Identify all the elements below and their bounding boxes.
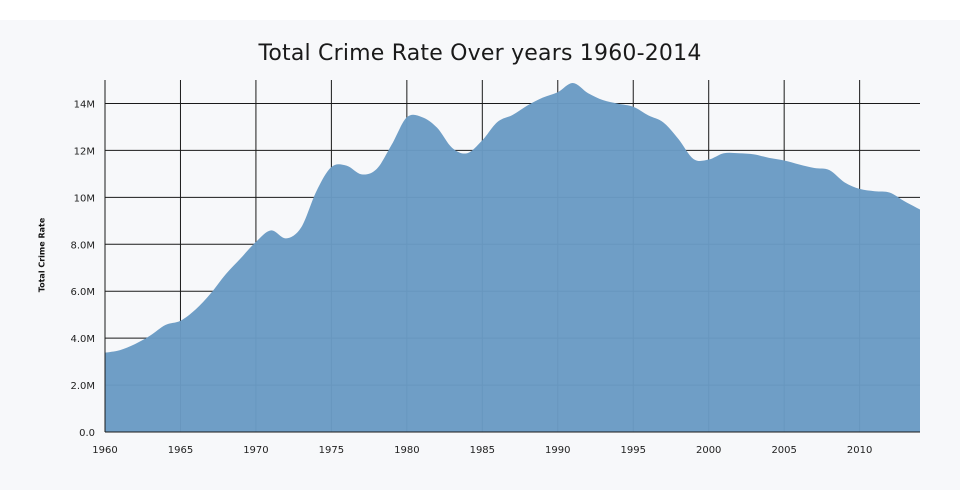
x-tick-label-1975: 1975 xyxy=(319,445,344,456)
x-tick-label-1960: 1960 xyxy=(92,445,117,456)
x-tick-label-1985: 1985 xyxy=(470,445,495,456)
x-tick-label-1965: 1965 xyxy=(168,445,193,456)
y-tick-label-6.0M: 6.0M xyxy=(70,287,95,298)
x-tick-label-2010: 2010 xyxy=(847,445,872,456)
y-tick-label-0.0: 0.0 xyxy=(79,428,95,439)
y-tick-label-14M: 14M xyxy=(74,99,95,110)
y-tick-label-8.0M: 8.0M xyxy=(70,240,95,251)
x-tick-label-1990: 1990 xyxy=(545,445,570,456)
x-tick-label-1995: 1995 xyxy=(621,445,646,456)
y-tick-label-12M: 12M xyxy=(74,146,95,157)
x-tick-label-2005: 2005 xyxy=(771,445,796,456)
y-tick-label-10M: 10M xyxy=(74,193,95,204)
x-tick-label-2000: 2000 xyxy=(696,445,721,456)
y-tick-label-4.0M: 4.0M xyxy=(70,334,95,345)
chart-title: Total Crime Rate Over years 1960-2014 xyxy=(258,41,702,66)
y-tick-label-2.0M: 2.0M xyxy=(70,381,95,392)
axes xyxy=(104,80,920,433)
area-series xyxy=(105,83,920,433)
tick-labels: 1960 1965 1970 1975 1980 1985 1990 1995 2000 2005… xyxy=(70,99,872,456)
x-tick-label-1970: 1970 xyxy=(243,445,268,456)
x-tick-label-1980: 1980 xyxy=(394,445,419,456)
area-series-0 xyxy=(105,83,920,433)
